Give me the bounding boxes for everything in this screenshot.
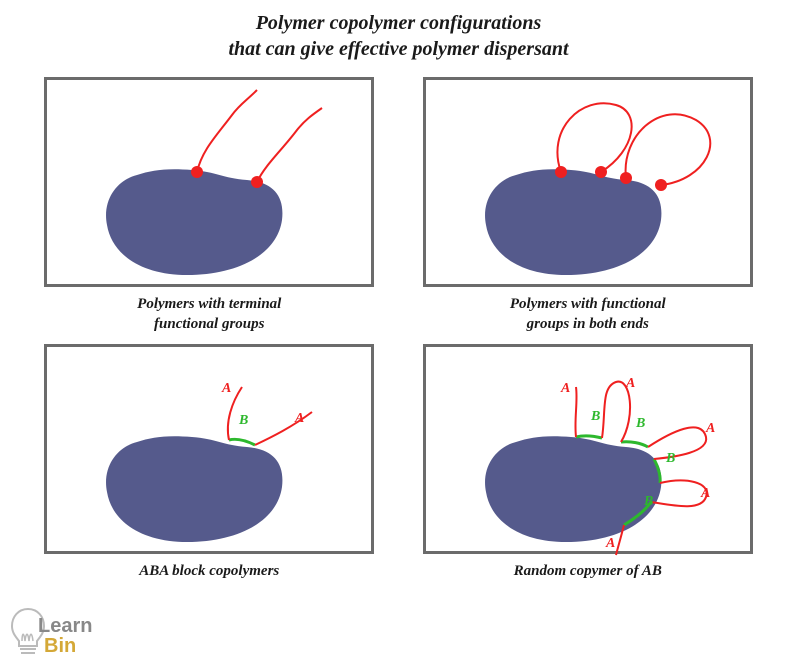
anchor-dot (620, 172, 632, 184)
caption-terminal-groups: Polymers with terminal functional groups (137, 295, 281, 334)
caption-line: Polymers with terminal (137, 296, 281, 312)
a-loop (648, 427, 706, 459)
anchor-dot (655, 179, 667, 191)
panel-grid: Polymers with terminal functional groups… (0, 62, 797, 582)
cell-both-ends: Polymers with functional groups in both … (419, 77, 758, 334)
anchor-dot (251, 176, 263, 188)
polymer-loop (625, 114, 710, 185)
caption-line: ABA block copolymers (139, 563, 279, 579)
anchor-dot (595, 166, 607, 178)
panel-random-ab: A A B B A B A B A (423, 344, 753, 554)
logo-bin: Bin (44, 635, 76, 657)
label-a: A (705, 421, 715, 436)
particle-blob (485, 169, 661, 275)
label-b: B (665, 451, 675, 466)
label-a: A (700, 486, 710, 501)
cell-aba-block: A B A ABA block copolymers (40, 344, 379, 582)
caption-line: Random copymer of AB (514, 563, 662, 579)
caption-both-ends: Polymers with functional groups in both … (510, 295, 666, 334)
learnbin-logo: Learn Bin (10, 604, 100, 659)
label-b: B (643, 494, 653, 509)
a-tail (575, 387, 576, 437)
label-b: B (635, 416, 645, 431)
particle-blob (485, 436, 661, 542)
cell-terminal-groups: Polymers with terminal functional groups (40, 77, 379, 334)
page-title: Polymer copolymer configurations that ca… (0, 0, 797, 62)
panel-aba-block: A B A (44, 344, 374, 554)
b-segment (621, 442, 648, 447)
caption-line: Polymers with functional (510, 296, 666, 312)
label-a: A (560, 381, 570, 396)
filament (22, 634, 33, 641)
label-b: B (238, 413, 248, 428)
panel-terminal-groups (44, 77, 374, 287)
anchor-dot (555, 166, 567, 178)
label-a: A (625, 376, 635, 391)
polymer-tail (197, 90, 257, 172)
panel-both-ends (423, 77, 753, 287)
title-line-1: Polymer copolymer configurations (256, 12, 542, 34)
label-a: A (294, 411, 304, 426)
label-a: A (605, 536, 615, 551)
logo-learn: Learn (38, 615, 92, 637)
particle-blob (106, 436, 282, 542)
cell-random-ab: A A B B A B A B A Random copymer of AB (419, 344, 758, 582)
b-segment (576, 436, 602, 438)
caption-line: groups in both ends (527, 316, 649, 332)
title-line-2: that can give effective polymer dispersa… (228, 38, 568, 60)
caption-aba-block: ABA block copolymers (139, 562, 279, 582)
polymer-loop (557, 103, 631, 172)
label-a: A (221, 381, 231, 396)
b-segment (229, 439, 255, 445)
polymer-tail (257, 108, 322, 182)
label-b: B (590, 409, 600, 424)
caption-line: functional groups (154, 316, 264, 332)
caption-random-ab: Random copymer of AB (514, 562, 662, 582)
anchor-dot (191, 166, 203, 178)
